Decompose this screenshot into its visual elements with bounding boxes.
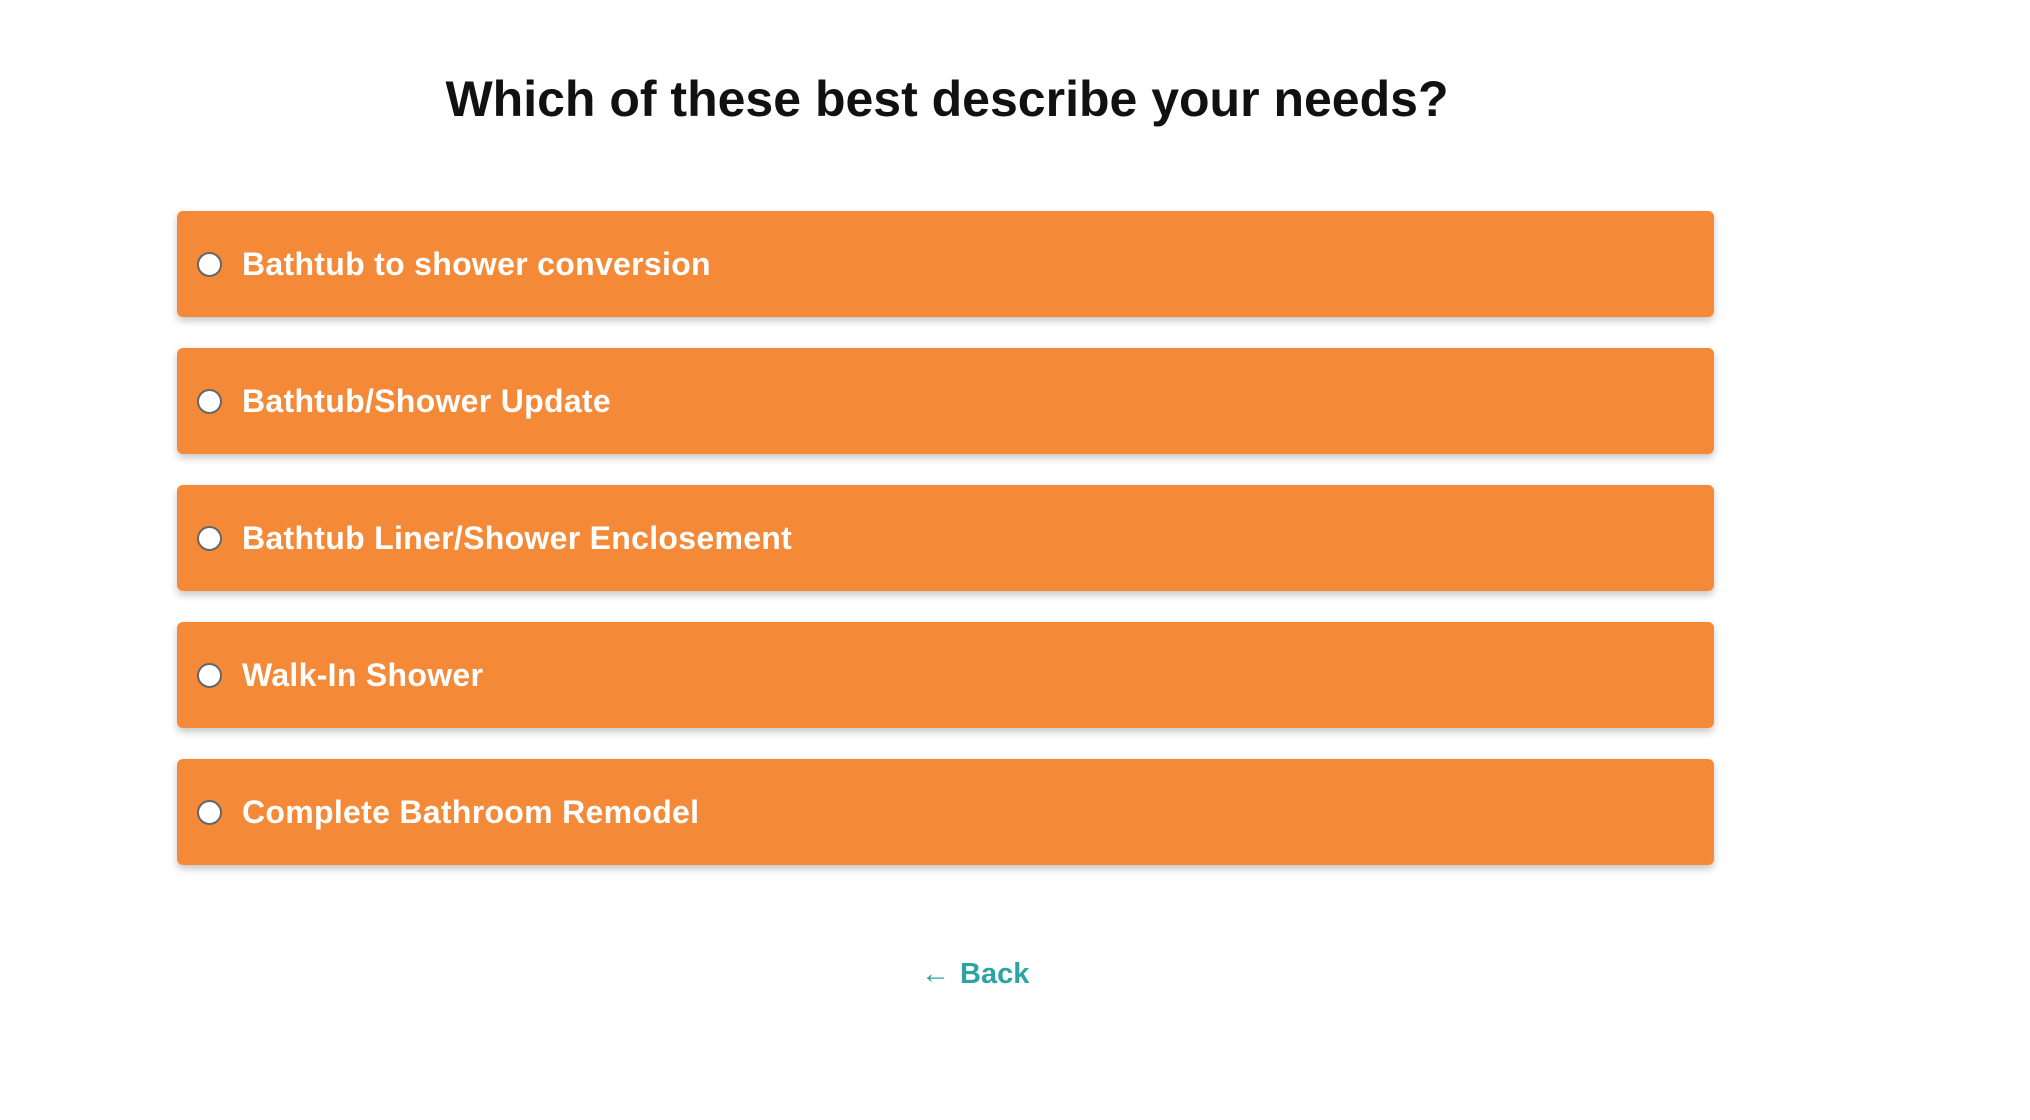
- radio-icon[interactable]: [197, 388, 222, 414]
- arrow-left-icon: ←: [921, 958, 950, 990]
- radio-icon[interactable]: [197, 662, 222, 688]
- radio-icon[interactable]: [197, 525, 222, 551]
- option-label: Complete Bathroom Remodel: [242, 793, 700, 830]
- option-bathtub-shower-update[interactable]: Bathtub/Shower Update: [177, 348, 1714, 454]
- option-bathtub-to-shower[interactable]: Bathtub to shower conversion: [177, 211, 1714, 317]
- options-list: Bathtub to shower conversion Bathtub/Sho…: [177, 211, 1714, 896]
- option-walk-in-shower[interactable]: Walk-In Shower: [177, 622, 1714, 728]
- option-label: Bathtub Liner/Shower Enclosement: [242, 519, 793, 556]
- option-bathtub-liner[interactable]: Bathtub Liner/Shower Enclosement: [177, 485, 1714, 591]
- option-complete-remodel[interactable]: Complete Bathroom Remodel: [177, 759, 1714, 865]
- option-label: Walk-In Shower: [242, 656, 484, 693]
- back-link[interactable]: ← Back: [921, 958, 1029, 991]
- radio-icon[interactable]: [197, 251, 222, 277]
- radio-icon[interactable]: [197, 799, 222, 825]
- option-label: Bathtub/Shower Update: [242, 382, 611, 419]
- question-title: Which of these best describe your needs?: [445, 71, 1449, 127]
- back-label: Back: [960, 958, 1030, 990]
- option-label: Bathtub to shower conversion: [242, 245, 711, 282]
